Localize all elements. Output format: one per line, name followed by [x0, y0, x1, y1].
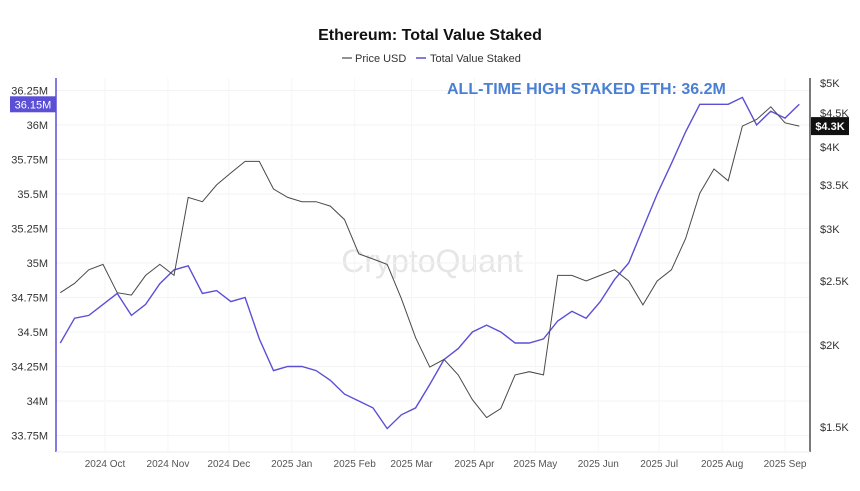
left-tick-label: 35.25M [11, 224, 48, 236]
x-tick-label: 2024 Dec [207, 459, 250, 470]
left-tick-label: 35.75M [11, 155, 48, 167]
left-tick-label: 35M [27, 258, 48, 270]
left-tick-label: 36.25M [11, 86, 48, 98]
right-tick-label: $3K [820, 224, 840, 236]
left-tick-label: 34.75M [11, 293, 48, 305]
left-tick-label: 33.75M [11, 431, 48, 443]
left-tick-label: 34.25M [11, 362, 48, 374]
left-tick-label: 35.5M [17, 189, 48, 201]
left-current-tag-label: 36.15M [15, 99, 52, 111]
chart-title: Ethereum: Total Value Staked [318, 27, 542, 44]
x-tick-label: 2025 May [513, 459, 557, 470]
left-tick-label: 36M [27, 120, 48, 132]
left-tick-label: 34.5M [17, 327, 48, 339]
right-tick-label: $3.5K [820, 180, 849, 192]
x-tick-label: 2025 Apr [454, 459, 495, 470]
right-tick-label: $2.5K [820, 276, 849, 288]
right-current-tag-label: $4.3K [815, 121, 844, 133]
right-tick-label: $5K [820, 78, 840, 90]
right-tick-label: $2K [820, 340, 840, 352]
x-tick-label: 2025 Feb [334, 459, 377, 470]
watermark: CryptoQuant [341, 243, 523, 279]
right-tick-label: $1.5K [820, 422, 849, 434]
legend-price-label: Price USD [355, 53, 406, 65]
x-tick-label: 2024 Nov [147, 459, 190, 470]
x-tick-label: 2025 Jul [640, 459, 678, 470]
left-tick-label: 34M [27, 396, 48, 408]
x-tick-label: 2025 Mar [390, 459, 433, 470]
x-tick-label: 2024 Oct [85, 459, 126, 470]
x-tick-label: 2025 Jan [271, 459, 312, 470]
x-tick-label: 2025 Sep [764, 459, 807, 470]
ath-annotation: ALL-TIME HIGH STAKED ETH: 36.2M [447, 81, 726, 98]
right-tick-label: $4K [820, 142, 840, 154]
legend: Price USD Total Value Staked [342, 53, 521, 65]
legend-staked-label: Total Value Staked [430, 53, 521, 65]
x-tick-label: 2025 Jun [578, 459, 619, 470]
x-tick-label: 2025 Aug [701, 459, 743, 470]
